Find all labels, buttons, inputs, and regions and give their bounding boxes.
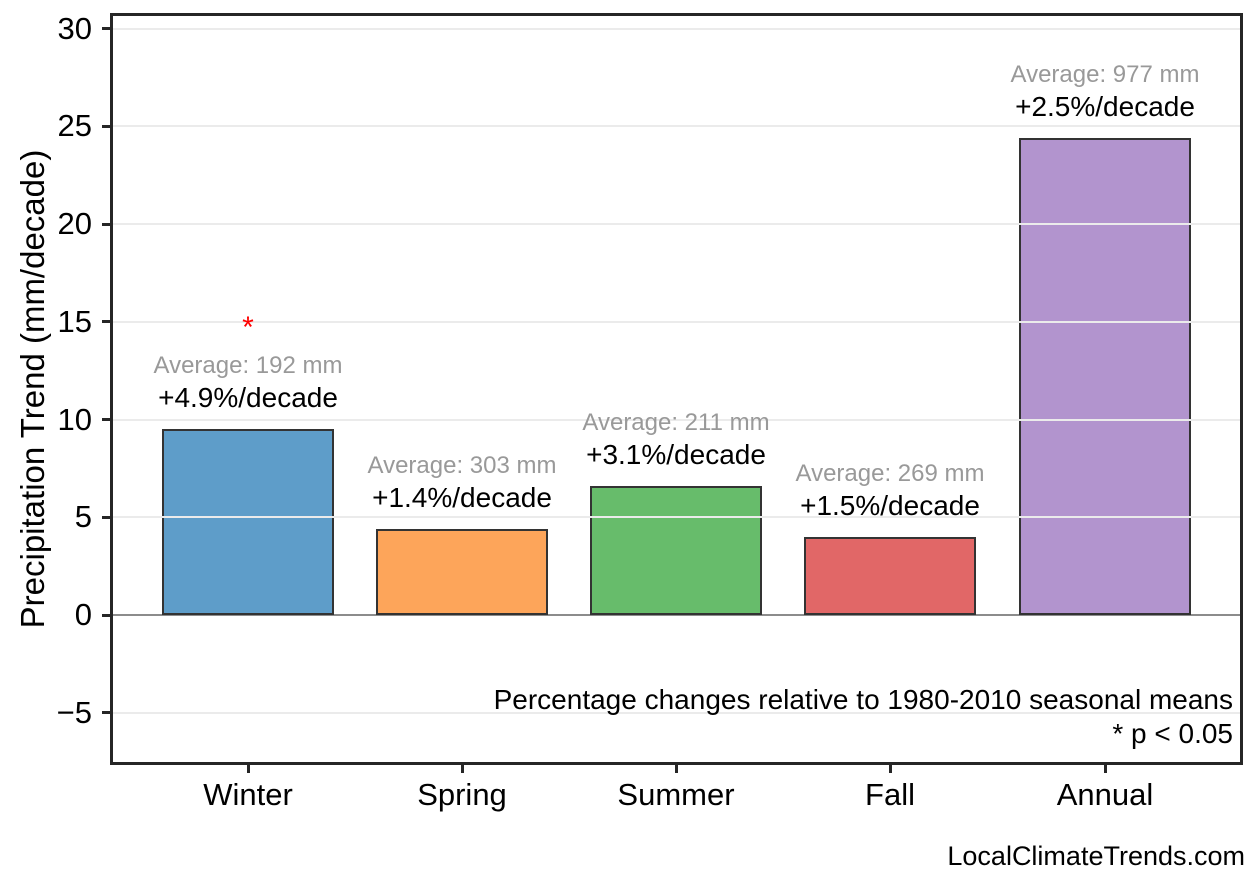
x-tick-mark [888,765,892,773]
bar-summer [590,485,762,615]
percent-label: +1.5%/decade [800,489,980,521]
grid-line [113,27,1240,30]
x-tick-label-spring: Spring [417,777,507,812]
x-tick-mark [1103,765,1107,773]
percent-label: +1.4%/decade [372,481,552,513]
y-tick-label: 25 [57,108,92,144]
average-label: Average: 211 mm [582,408,770,436]
bar-annual [1019,137,1191,615]
y-tick-label: 5 [74,499,92,535]
y-tick-label: 15 [57,303,92,339]
y-tick-mark [102,320,110,324]
grid-line [113,125,1240,128]
bar-spring [376,528,548,615]
percent-label: +3.1%/decade [586,438,766,470]
x-tick-mark [246,765,250,773]
zero-line [113,614,1240,616]
bar-annotation-summer: Average: 211 mm +3.1%/decade [486,408,866,472]
average-label: Average: 303 mm [367,451,557,479]
bar-annotation-winter: * Average: 192 mm +4.9%/decade [58,311,438,415]
x-tick-label-annual: Annual [1056,777,1154,812]
note-line-1: Percentage changes relative to 1980-2010… [493,684,1233,715]
bar-winter [162,429,334,615]
y-axis: 30 25 20 15 10 5 0 −5 [0,10,110,762]
y-tick-mark [102,27,110,30]
y-tick-label: −5 [56,694,92,730]
bar-annotation-fall: Average: 269 mm +1.5%/decade [700,459,1080,523]
y-tick-label: 30 [57,10,92,46]
plot-note: Percentage changes relative to 1980-2010… [494,683,1233,751]
y-tick-label: 20 [57,206,92,241]
bar-annotation-annual: Average: 977 mm +2.5%/decade [915,60,1258,124]
x-tick-mark [460,765,464,773]
y-tick-mark [102,613,110,617]
percent-label: +4.9%/decade [158,382,338,414]
y-tick-label: 10 [57,401,92,437]
x-tick-label-summer: Summer [617,777,735,812]
x-axis: Winter Spring Summer Fall Annual [113,765,1240,825]
percent-label: +2.5%/decade [1015,90,1195,122]
bar-fall [804,536,976,615]
average-label: Average: 269 mm [795,459,985,487]
average-label: Average: 977 mm [1010,60,1200,88]
x-tick-label-fall: Fall [865,777,915,812]
bar-annotation-spring: Average: 303 mm +1.4%/decade [272,451,652,515]
average-label: Average: 192 mm [153,352,343,380]
significance-asterisk: * [242,311,254,345]
watermark: LocalClimateTrends.com [947,841,1245,871]
note-line-2: * p < 0.05 [1112,718,1233,749]
plot-area: Percentage changes relative to 1980-2010… [110,13,1243,765]
y-tick-mark [102,418,110,421]
y-tick-mark [102,222,110,226]
y-tick-label: 0 [74,597,92,632]
y-tick-mark [102,124,110,128]
y-tick-mark [102,711,110,715]
x-tick-label-winter: Winter [203,777,293,812]
y-tick-mark [102,515,110,519]
x-tick-mark [674,765,678,773]
